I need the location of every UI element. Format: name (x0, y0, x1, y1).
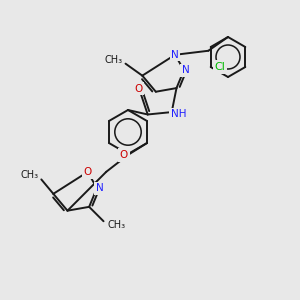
Text: CH₃: CH₃ (20, 170, 38, 180)
Text: N: N (171, 50, 179, 60)
Text: N: N (96, 183, 104, 193)
Text: CH₃: CH₃ (107, 220, 126, 230)
Text: N: N (182, 65, 190, 75)
Text: O: O (134, 84, 142, 94)
Text: O: O (83, 167, 92, 177)
Text: CH₃: CH₃ (104, 55, 122, 64)
Text: NH: NH (171, 109, 186, 119)
Text: Cl: Cl (214, 62, 225, 72)
Text: O: O (120, 150, 128, 160)
